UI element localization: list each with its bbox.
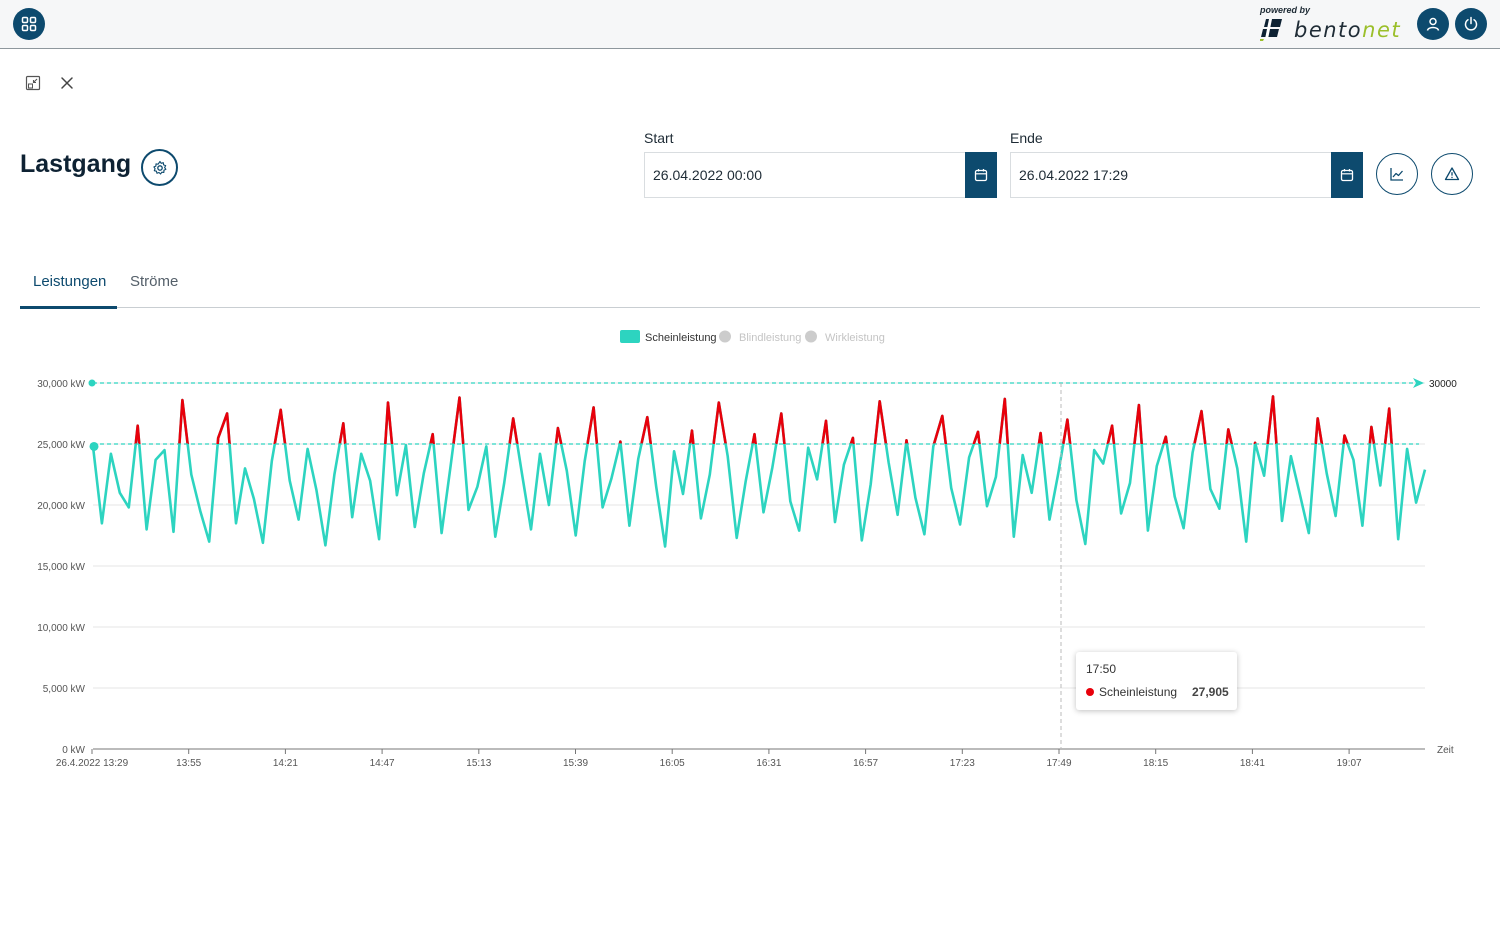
threshold-start-dot-0 bbox=[88, 379, 96, 387]
collapse-icon bbox=[25, 75, 41, 91]
user-icon bbox=[1426, 17, 1440, 31]
tabs-divider bbox=[20, 307, 1480, 308]
x-tick-label-11: 18:15 bbox=[1143, 758, 1168, 769]
x-tick-label-12: 18:41 bbox=[1240, 758, 1265, 769]
y-tick-label-3: 15,000 kW bbox=[37, 562, 85, 573]
active-tab-indicator bbox=[20, 306, 117, 309]
x-tick-label-13: 19:07 bbox=[1337, 758, 1362, 769]
collapse-button[interactable] bbox=[24, 74, 42, 92]
x-tick-label-2: 14:21 bbox=[273, 758, 298, 769]
start-date-input[interactable] bbox=[644, 152, 966, 198]
x-tick-label-0: 26.4.2022 13:29 bbox=[56, 758, 129, 769]
gear-icon bbox=[152, 160, 166, 175]
chart-grid bbox=[93, 382, 1425, 689]
chart-legend: Scheinleistung Blindleistung Wirkleistung bbox=[620, 330, 885, 344]
legend-label-1: Blindleistung bbox=[739, 332, 801, 344]
start-calendar-button[interactable] bbox=[965, 152, 997, 198]
chart-view-button[interactable] bbox=[1376, 153, 1418, 195]
x-tick-label-6: 16:05 bbox=[660, 758, 685, 769]
apps-menu-button[interactable] bbox=[13, 8, 45, 40]
chart-thresholds: 30000 bbox=[88, 378, 1457, 445]
powered-by-label: powered by bbox=[1260, 5, 1311, 15]
y-tick-label-5: 25,000 kW bbox=[37, 440, 85, 451]
x-axis-label: Zeit bbox=[1437, 745, 1454, 756]
series-line-scheinleistung bbox=[91, 395, 1427, 548]
tooltip-series-name: Scheinleistung bbox=[1099, 685, 1178, 699]
y-tick-label-2: 10,000 kW bbox=[37, 623, 85, 634]
legend-swatch-0 bbox=[620, 330, 640, 343]
start-label: Start bbox=[644, 130, 674, 146]
series-line-over-threshold bbox=[134, 395, 1393, 444]
x-tick-label-7: 16:31 bbox=[756, 758, 781, 769]
end-date-input[interactable] bbox=[1010, 152, 1332, 198]
apps-grid-icon bbox=[21, 16, 37, 32]
tooltip-series-marker bbox=[1086, 688, 1094, 696]
y-tick-label-6: 30,000 kW bbox=[37, 379, 85, 390]
tab-leistungen[interactable]: Leistungen bbox=[33, 273, 107, 290]
settings-button[interactable] bbox=[141, 149, 178, 186]
end-label: Ende bbox=[1010, 130, 1043, 146]
chart-series bbox=[89, 395, 1427, 548]
legend-label-0: Scheinleistung bbox=[645, 332, 717, 344]
threshold-arrow-0 bbox=[1413, 378, 1424, 388]
close-icon bbox=[61, 77, 73, 89]
x-tick-label-10: 17:49 bbox=[1046, 758, 1071, 769]
power-icon bbox=[1464, 16, 1478, 31]
y-tick-label-0: 0 kW bbox=[62, 745, 85, 756]
calendar-icon bbox=[974, 169, 988, 182]
chart-tooltip: 17:50 Scheinleistung 27,905 bbox=[1076, 652, 1237, 710]
bentonet-logo-icon bbox=[1260, 19, 1282, 41]
y-tick-label-4: 20,000 kW bbox=[37, 501, 85, 512]
page-title: Lastgang bbox=[20, 150, 132, 178]
brand-name-accent: net bbox=[1362, 18, 1402, 42]
tooltip-value: 27,905 bbox=[1192, 685, 1229, 699]
legend-swatch-2 bbox=[805, 330, 817, 343]
tab-stroeme[interactable]: Ströme bbox=[130, 273, 179, 290]
y-tick-label-1: 5,000 kW bbox=[43, 684, 86, 695]
warning-icon bbox=[1444, 167, 1460, 181]
user-profile-button[interactable] bbox=[1417, 8, 1449, 40]
legend-swatch-1 bbox=[719, 330, 731, 343]
x-tick-label-8: 16:57 bbox=[853, 758, 878, 769]
tooltip-time: 17:50 bbox=[1086, 662, 1117, 676]
legend-label-2: Wirkleistung bbox=[825, 332, 885, 344]
brand-name-main: bento bbox=[1294, 18, 1363, 42]
x-tick-label-3: 14:47 bbox=[370, 758, 395, 769]
threshold-label-0: 30000 bbox=[1429, 379, 1457, 390]
close-button[interactable] bbox=[58, 74, 76, 92]
brand-name: bentonet bbox=[1294, 18, 1401, 42]
line-chart-icon bbox=[1390, 168, 1403, 181]
load-profile-chart: Scheinleistung Blindleistung Wirkleistung … bbox=[37, 330, 1457, 769]
alerts-button[interactable] bbox=[1431, 153, 1473, 195]
calendar-icon bbox=[1340, 169, 1354, 182]
x-tick-label-4: 15:13 bbox=[466, 758, 491, 769]
x-tick-label-1: 13:55 bbox=[176, 758, 201, 769]
brand-logo: powered by bentonet bbox=[1260, 5, 1410, 43]
series-start-marker bbox=[89, 441, 99, 451]
x-tick-label-9: 17:23 bbox=[950, 758, 975, 769]
top-bar: powered by bentonet bbox=[0, 0, 1500, 49]
chart-axes: 0 kW 5,000 kW 10,000 kW 15,000 kW 20,000 kW 2… bbox=[37, 379, 1454, 769]
x-tick-label-5: 15:39 bbox=[563, 758, 588, 769]
logout-button[interactable] bbox=[1455, 8, 1487, 40]
end-calendar-button[interactable] bbox=[1331, 152, 1363, 198]
